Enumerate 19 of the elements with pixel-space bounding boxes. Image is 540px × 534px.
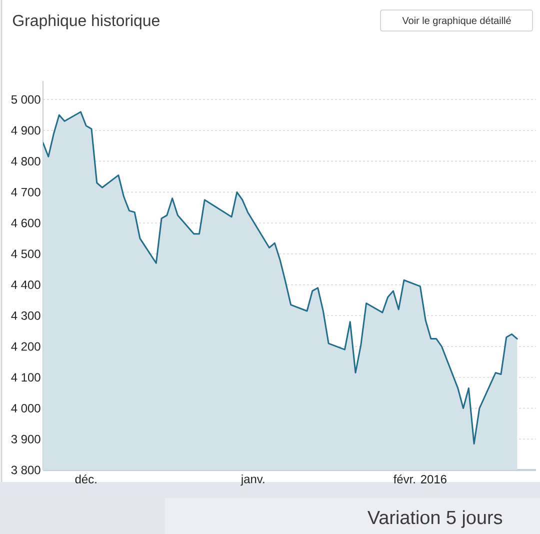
y-tick-label: 3 900 — [11, 434, 40, 444]
text: Voir le graphique détaillé — [402, 16, 511, 26]
x-tick-label: déc. — [75, 474, 96, 484]
y-tick-label: 3 800 — [11, 466, 40, 474]
y-tick-label: 4 900 — [11, 126, 40, 135]
y-tick-label: 4 500 — [11, 250, 40, 258]
y-tick-label: 4 700 — [11, 188, 40, 196]
x-tick-label: janv. — [240, 474, 264, 486]
text: Variation 5 jours — [368, 510, 502, 528]
chart-title: Graphique historique — [12, 14, 160, 30]
y-tick-label: 5 000 — [11, 95, 40, 104]
y-tick-label: 4 000 — [11, 404, 40, 412]
y-tick-label: 4 100 — [11, 373, 40, 382]
x-tick-label: févr. 2016 — [394, 474, 446, 484]
y-tick-label: 4 400 — [11, 280, 40, 289]
y-tick-label: 4 200 — [11, 342, 40, 351]
y-tick-label: 4 600 — [11, 218, 40, 228]
y-tick-label: 4 800 — [11, 157, 40, 166]
y-tick-label: 4 300 — [11, 311, 40, 320]
